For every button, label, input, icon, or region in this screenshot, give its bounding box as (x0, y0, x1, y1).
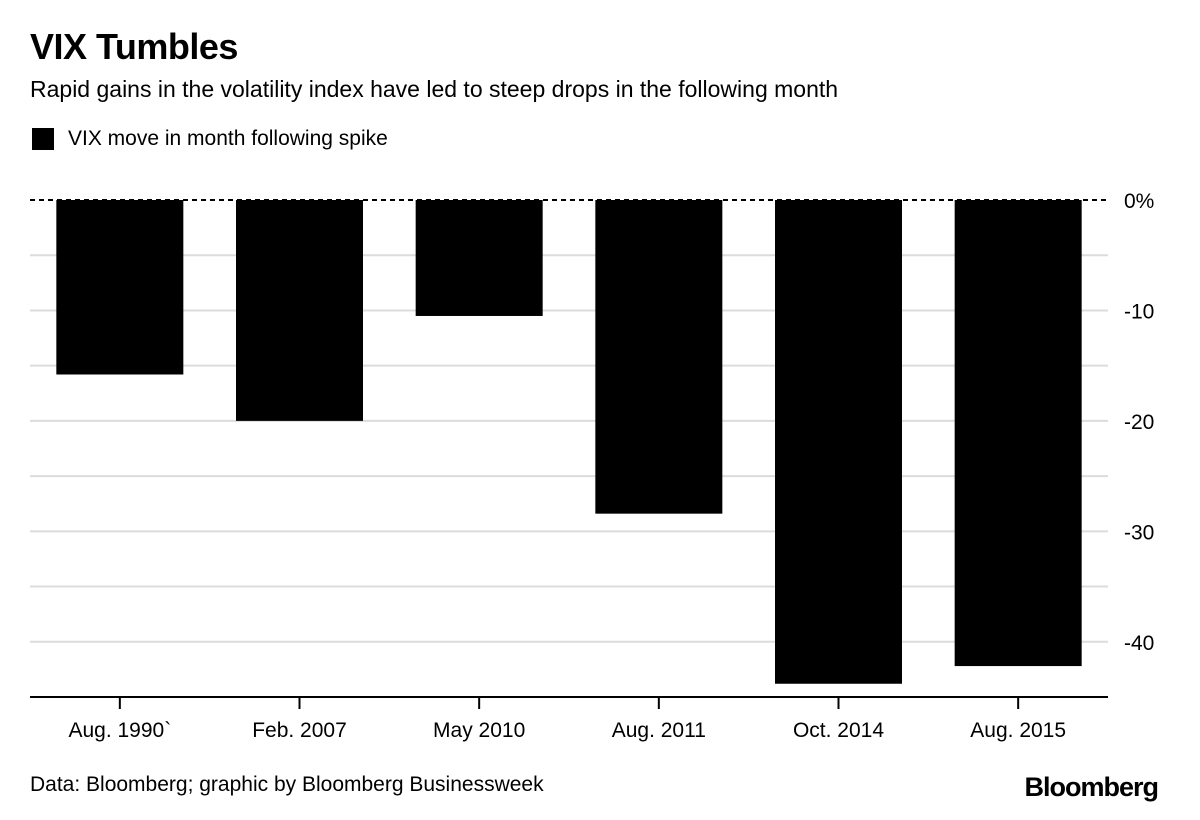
bar (56, 200, 184, 375)
legend-label: VIX move in month following spike (68, 127, 388, 150)
y-tick-label: 0% (1124, 190, 1154, 213)
x-tick-label: Aug. 2011 (612, 719, 706, 742)
bar (236, 200, 363, 421)
y-tick-label: -20 (1124, 411, 1154, 434)
y-tick-label: -40 (1124, 632, 1154, 655)
y-tick-label: -30 (1124, 521, 1154, 544)
x-tick-label: Feb. 2007 (252, 719, 347, 742)
chart-title: VIX Tumbles (30, 26, 238, 67)
chart-subtitle: Rapid gains in the volatility index have… (30, 76, 839, 102)
bar (954, 200, 1082, 667)
x-tick-label: Aug. 1990` (68, 719, 171, 742)
bar (595, 200, 723, 514)
legend-swatch (32, 128, 54, 150)
source-note: Data: Bloomberg; graphic by Bloomberg Bu… (30, 773, 544, 796)
bar (775, 200, 902, 684)
x-tick-label: Aug. 2015 (970, 719, 1066, 742)
bloomberg-logo: Bloomberg (1024, 772, 1159, 802)
bar (415, 200, 543, 316)
legend: VIX move in month following spike (32, 127, 388, 151)
x-tick-label: May 2010 (433, 719, 525, 742)
y-tick-label: -10 (1124, 300, 1154, 323)
x-tick-label: Oct. 2014 (793, 719, 884, 742)
